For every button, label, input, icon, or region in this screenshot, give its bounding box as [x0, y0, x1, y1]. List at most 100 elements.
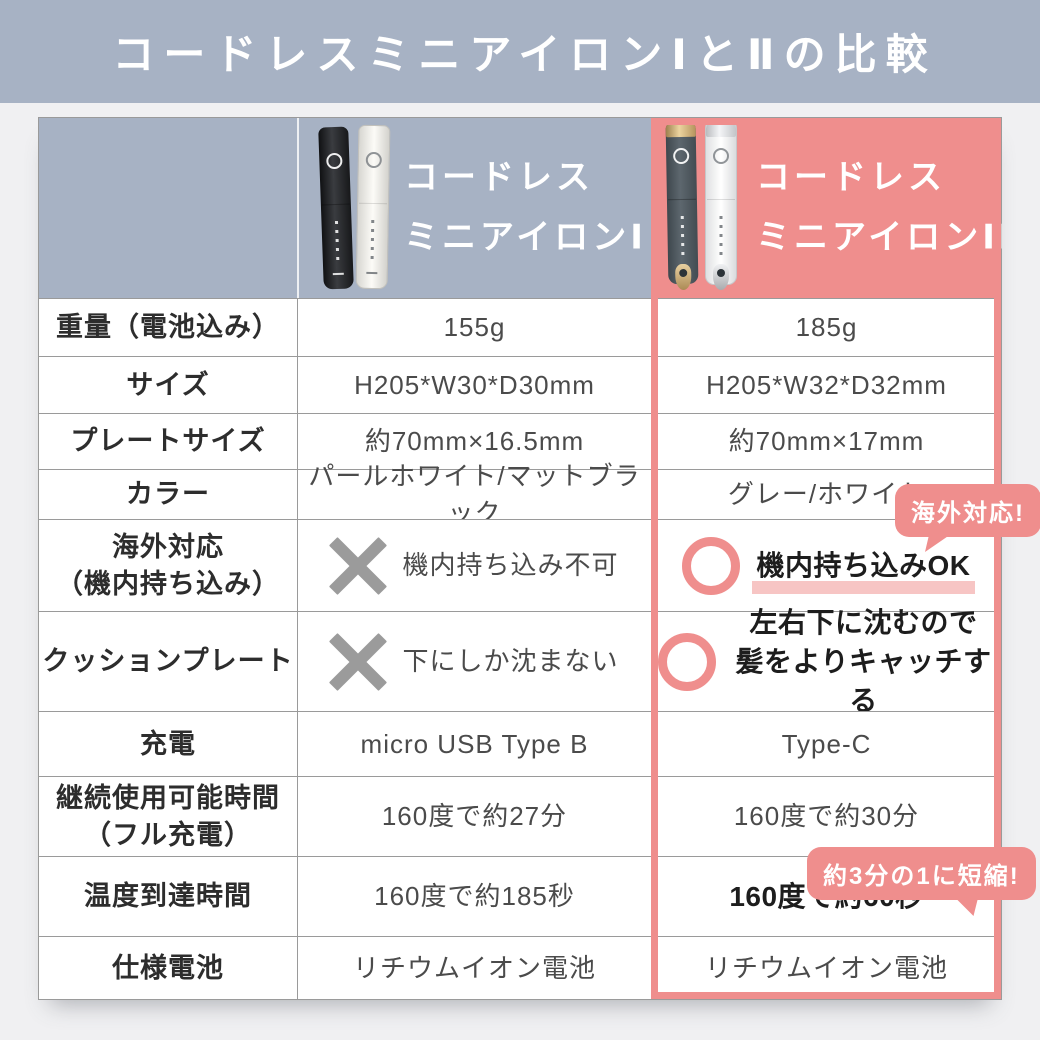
spec-value-text: 160度で約30分	[734, 798, 919, 834]
spec-value-line: 160度で約185秒	[374, 881, 575, 912]
title-bar: コードレスミニアイロンⅠとⅡの比較	[0, 0, 1040, 103]
spec-value-line: 約70mm×16.5mm	[364, 426, 585, 457]
switch-dash	[366, 271, 378, 275]
spec-row-label: サイズ	[39, 356, 297, 413]
iron2-name-line2: ミニアイロンⅡ	[756, 218, 1009, 256]
indicator-dots	[680, 215, 685, 259]
spec-value-iron2: 約70mm×17mm	[651, 413, 1001, 469]
spec-value-text: H205*W32*D32mm	[706, 367, 947, 403]
spec-value-line: 下にしか沈まない	[402, 646, 619, 677]
spec-value-iron2: 185g	[651, 298, 1001, 356]
spec-value-line: 160度で約27分	[381, 801, 568, 832]
label-line: 海外対応	[112, 532, 224, 563]
indicator-dots	[334, 220, 340, 264]
spec-value-text: 160度で約27分	[382, 798, 567, 834]
shorten-badge: 約3分の1に短縮!	[807, 847, 1036, 900]
silver-tip	[713, 264, 729, 290]
spec-row-label: 継続使用可能時間 （フル充電）	[39, 776, 297, 856]
spec-value-line: Type-C	[781, 728, 872, 759]
label-line: 重量（電池込み）	[56, 312, 280, 343]
spec-value-iron2: Type-C	[651, 711, 1001, 776]
spec-value-iron1: 下にしか沈まない	[297, 611, 651, 711]
spec-value-text: 155g	[444, 309, 506, 345]
spec-row-label: 重量（電池込み）	[39, 298, 297, 356]
spec-value-iron2: 160度で約30分	[651, 776, 1001, 856]
spec-row-label: 温度到達時間	[39, 856, 297, 936]
spec-value-iron1: 160度で約27分	[297, 776, 651, 856]
spec-value-iron1: パールホワイト/マットブラック	[297, 461, 651, 528]
seam-line	[667, 198, 696, 201]
iron1-name-line1: コードレス	[404, 158, 594, 197]
header-iron2-cell: コードレス ミニアイロンⅡ	[651, 118, 1005, 298]
spec-value-line: リチウムイオン電池	[704, 952, 948, 983]
spec-value-text: 約70mm×16.5mm	[365, 423, 584, 459]
spec-value-text: 185g	[796, 309, 858, 345]
header-iron1-cell: コードレス ミニアイロンⅠ	[297, 118, 651, 298]
spec-value-iron1: 機内持ち込み不可	[297, 519, 651, 611]
spec-value-line: H205*W32*D32mm	[706, 369, 947, 400]
page-title: コードレスミニアイロンⅠとⅡの比較	[112, 31, 937, 78]
spec-value-line: 機内持ち込み不可	[402, 550, 619, 581]
iron2-white-product-image	[705, 121, 737, 290]
spec-value-text: Type-C	[782, 726, 872, 762]
header-empty-cell	[39, 118, 297, 298]
label-line: サイズ	[126, 369, 210, 400]
indicator-dots	[719, 216, 723, 258]
spec-value-line: 185g	[795, 312, 858, 343]
label-line: カラー	[126, 479, 210, 510]
spec-value-iron1: H205*W30*D30mm	[297, 356, 651, 413]
spec-value-line: 155g	[443, 312, 506, 343]
spec-value-text: リチウムイオン電池	[353, 950, 596, 986]
spec-value-line: 髪をよりキャッチする	[735, 645, 992, 717]
brand-ring-icon	[673, 147, 690, 165]
switch-dash	[332, 272, 344, 276]
label-line: クッションプレート	[42, 646, 294, 677]
label-line: （フル充電）	[84, 819, 252, 850]
brand-ring-icon	[365, 151, 382, 169]
spec-value-iron1: 160度で約185秒	[297, 856, 651, 936]
spec-value-text: 160度で約185秒	[374, 878, 575, 914]
spec-value-text: micro USB Type B	[361, 726, 589, 762]
spec-value-text: H205*W30*D30mm	[354, 367, 595, 403]
seam-line	[321, 203, 350, 206]
spec-value-line: 機内持ち込みOK	[752, 546, 975, 595]
label-line: 充電	[140, 728, 196, 759]
spec-value-iron2: リチウムイオン電池	[651, 936, 1001, 999]
iron1-black-product-image	[318, 126, 354, 290]
label-line: プレートサイズ	[70, 426, 266, 457]
spec-row-label: 充電	[39, 711, 297, 776]
spec-value-line: 約70mm×17mm	[728, 426, 925, 457]
iron2-gray-product-image	[665, 121, 699, 291]
gold-cap	[665, 121, 696, 138]
cross-icon	[330, 538, 386, 594]
spec-value-iron1: リチウムイオン電池	[297, 936, 651, 999]
spec-value-line: 左右下に沈むので	[749, 606, 978, 638]
spec-value-line: H205*W30*D30mm	[354, 369, 595, 400]
iron1-name-line2: ミニアイロンⅠ	[404, 218, 647, 256]
spec-value-iron2: 左右下に沈むので髪をよりキャッチする	[651, 607, 1001, 716]
label-line: 仕様電池	[112, 952, 224, 983]
label-line: （機内持ち込み）	[56, 568, 280, 599]
spec-value-iron1: 155g	[297, 298, 651, 356]
spec-value-text: 左右下に沈むので髪をよりキャッチする	[732, 603, 995, 721]
label-line: 温度到達時間	[84, 881, 252, 912]
circle-icon	[682, 536, 741, 595]
spec-value-iron1: micro USB Type B	[297, 711, 651, 776]
spec-value-text: 下にしか沈まない	[402, 643, 618, 679]
spec-row-label: プレートサイズ	[39, 413, 297, 469]
overseas-badge: 海外対応!	[895, 484, 1040, 537]
seam-line	[359, 202, 388, 205]
spec-value-text: グレー/ホワイト	[728, 476, 925, 512]
spec-row-label: クッションプレート	[39, 611, 297, 711]
spec-value-text: 機内持ち込み不可	[402, 547, 618, 583]
cross-icon	[330, 634, 386, 690]
iron2-name-line1: コードレス	[756, 158, 946, 197]
gold-tip	[675, 263, 692, 291]
circle-icon	[658, 632, 716, 691]
seam-line	[707, 199, 735, 200]
spec-value-iron1: 約70mm×16.5mm	[297, 413, 651, 469]
brand-ring-icon	[326, 152, 343, 170]
spec-table: コードレス ミニアイロンⅠ コードレス ミニアイロンⅡ	[38, 117, 1040, 1000]
spec-value-line: リチウムイオン電池	[352, 952, 596, 983]
